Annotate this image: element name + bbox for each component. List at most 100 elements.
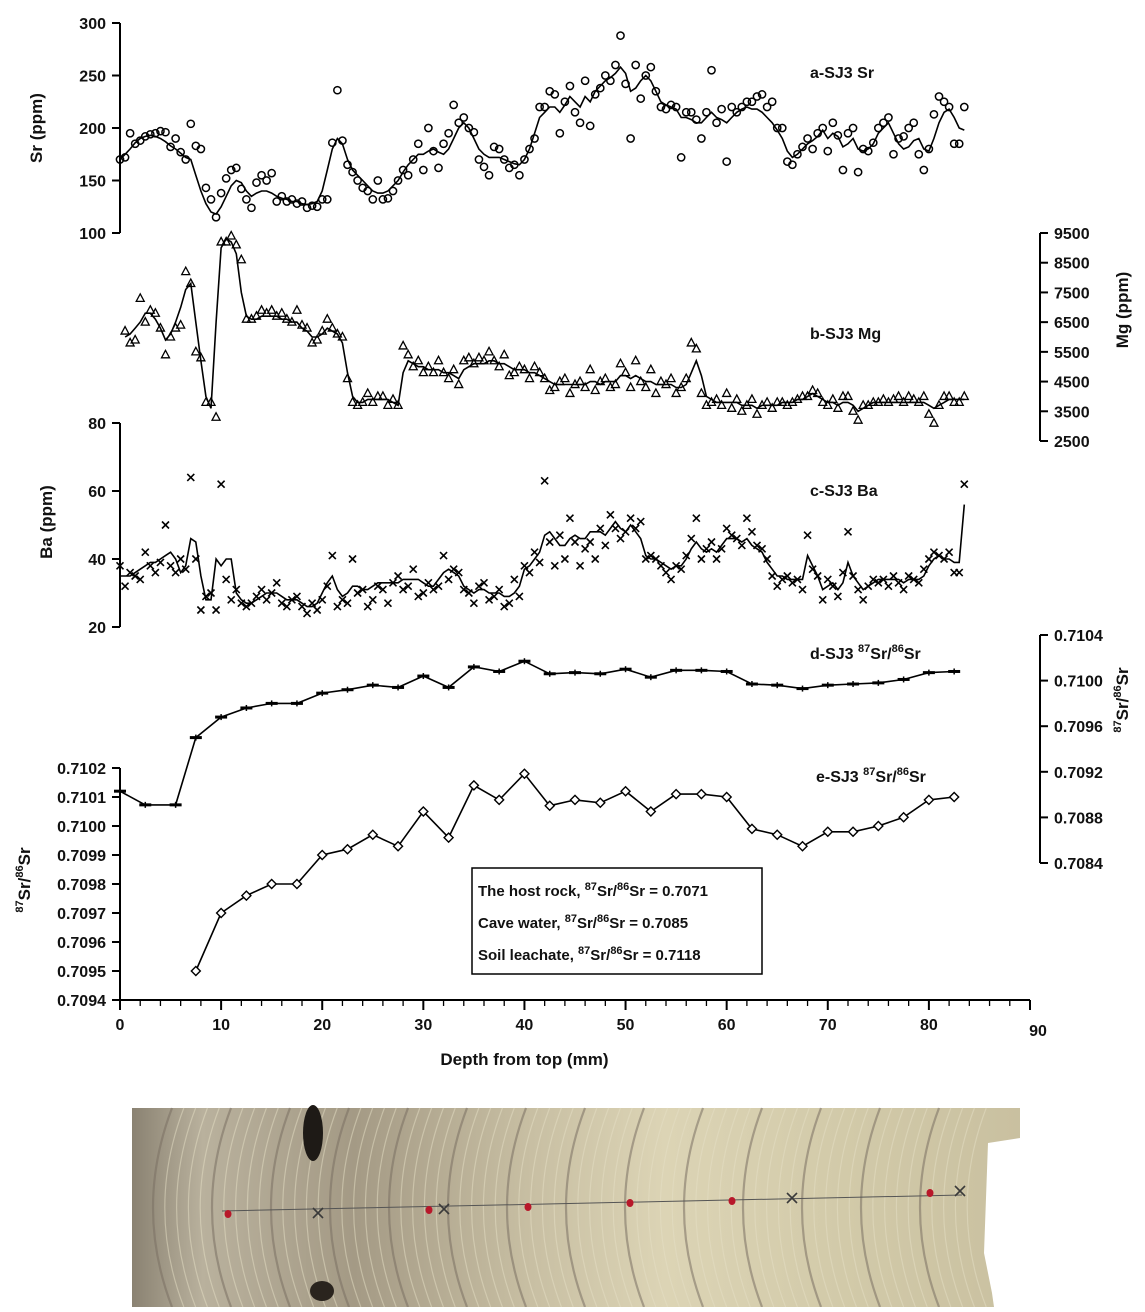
growth-band [246,1107,267,1308]
sr-point [520,155,529,164]
growth-band [918,1107,941,1308]
mg-point [226,230,237,240]
growth-band [707,1107,728,1308]
sr-point [848,123,858,133]
ba-point [621,527,630,536]
ba-point [945,548,954,557]
sr-point [732,107,742,117]
mg-point [332,328,343,338]
y-tick-label: 20 [88,620,106,637]
ba-point [899,585,908,594]
iso-d-point [240,704,253,711]
mg-point [357,396,368,407]
mg-point [398,340,409,350]
growth-band [223,1107,244,1308]
y-axis-4: 0.7094 0.7095 0.7096 0.7097 0.7098 0.7099 0.71… [57,761,121,1010]
iso-e-point [822,826,834,838]
mg-point [944,390,955,401]
sr-point [373,176,383,185]
ba-point [444,575,453,584]
mg-point [433,354,444,365]
growth-band [176,1107,197,1308]
mg-point [954,396,965,407]
iso-d-point [290,700,303,707]
sr-point [671,102,681,112]
growth-band [682,1107,705,1308]
ba-point [297,602,307,611]
growth-band [659,1107,680,1308]
mg-point [494,360,505,371]
sr-point [727,102,737,112]
mg-point [908,393,919,404]
ba-point [388,578,398,587]
ba-point [424,578,433,587]
panel-label-d: d-SJ3 87Sr/86Sr [810,643,921,663]
growth-band [400,1107,421,1308]
mg-point [615,357,626,368]
ba-point [864,582,873,591]
iso-d-point [341,686,354,693]
ba-point [282,602,291,611]
ba-point [894,578,903,587]
mg-point [418,366,429,377]
ba-point [934,551,944,560]
iso-d-point [316,690,329,697]
growth-band [151,1107,174,1308]
ba-point [399,585,408,594]
y-tick-label: 6500 [1054,315,1090,332]
ba-point [484,595,494,604]
sr-point [803,134,812,143]
ba-point [115,561,125,570]
ba-point [227,595,236,604]
growth-band [695,1107,716,1308]
growth-band [836,1107,857,1308]
mg-point [165,331,176,341]
ba-point [505,599,514,608]
mg-point [837,390,849,401]
ba-point [707,537,716,547]
mg-point [266,304,277,314]
growth-band [648,1107,669,1308]
mg-point [746,393,758,404]
ba-point [818,595,827,604]
growth-band [187,1107,208,1308]
mg-point [291,304,303,314]
ba-point [672,561,681,570]
sr-point [317,195,327,204]
y-tick-label: 0.7098 [57,877,106,894]
ba-point [257,585,266,594]
sr-point [646,62,656,72]
note-line: The host rock, 87Sr/86Sr = 0.7071 [478,881,708,900]
iso-e-point [266,878,278,890]
iso-e-point [392,840,404,852]
mg-point [731,393,742,404]
sr-point [808,144,817,154]
mg-point [231,239,242,249]
ba-point [393,571,403,581]
sr-point [949,139,959,149]
sr-point [469,127,479,137]
ba-point [211,605,221,615]
speleothem-photo [132,1103,1020,1308]
mg-point [175,319,186,329]
ba-point [252,592,261,601]
y-tick-label: 0.7104 [1054,628,1103,645]
speleothem-photo-svg [132,1105,1020,1308]
x-tick-label: 30 [414,1017,432,1034]
mg-point [489,354,500,365]
y-tick-label: 0.7094 [57,993,106,1010]
sr-point [171,134,180,143]
ba-point [798,585,807,594]
ba-point [793,575,802,584]
sr-point [656,102,666,112]
mg-point [802,390,813,401]
mg-point [478,354,490,365]
ba-point [909,575,918,584]
sr-point [651,86,661,96]
ba-point [560,554,569,564]
growth-band [859,1107,882,1308]
growth-band [577,1107,598,1308]
ba-point [586,537,595,547]
iso-d-point [847,681,860,688]
y-tick-label: 0.7088 [1054,810,1103,827]
